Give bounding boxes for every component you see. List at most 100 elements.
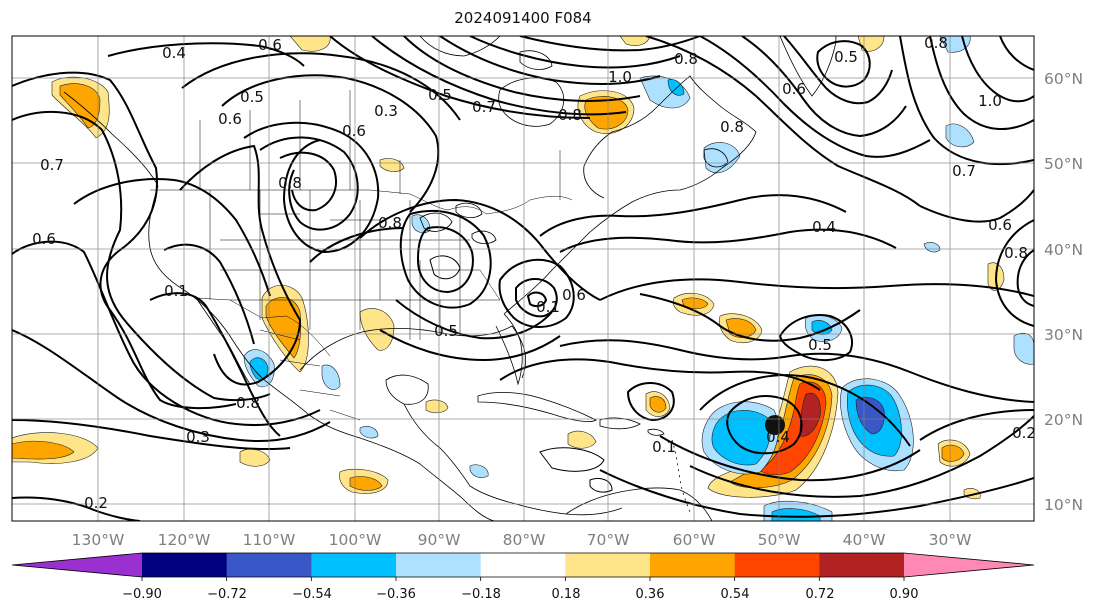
arctic-islands <box>419 36 553 70</box>
contour-line <box>639 293 861 342</box>
colorbar-tick-label: 0.90 <box>890 587 919 602</box>
contour-line <box>919 189 1034 223</box>
contour-line <box>12 111 271 402</box>
contour-line <box>783 36 893 105</box>
contour-label: 0.4 <box>162 44 186 62</box>
contour-line <box>221 74 440 213</box>
shade-patch <box>12 440 75 460</box>
contour-label: 0.7 <box>952 162 976 180</box>
longitude-label: 40°W <box>843 531 886 549</box>
contour-label: 0.6 <box>258 36 282 54</box>
contour-line <box>371 36 627 116</box>
contour-line <box>243 121 380 254</box>
contour-label: 0.3 <box>186 428 210 446</box>
contour-label: 0.5 <box>834 48 858 66</box>
contour-label: 0.6 <box>32 230 56 248</box>
contour-line <box>395 299 553 340</box>
contour-line <box>498 258 575 328</box>
contour-label: 0.1 <box>164 282 188 300</box>
contour-line <box>626 382 675 422</box>
contour-line <box>741 36 907 138</box>
south-america <box>565 487 713 521</box>
shade-patch <box>857 36 885 52</box>
contour-line <box>1016 249 1034 307</box>
contour-line <box>163 243 255 345</box>
colorbar-extend-high <box>904 553 1034 577</box>
contour-line <box>416 226 474 294</box>
contour-label: 0.1 <box>652 438 676 456</box>
shade-patch <box>771 508 821 521</box>
contour-label: 0.5 <box>808 336 832 354</box>
contour-line <box>689 415 1034 498</box>
colorbar-segment <box>142 553 228 577</box>
latitude-label: 20°N <box>1044 411 1083 429</box>
canada-provinces <box>199 90 561 200</box>
longitude-label: 120°W <box>158 531 211 549</box>
shade-patch <box>923 242 941 253</box>
colorbar-segment <box>819 553 905 577</box>
contour-line <box>179 144 302 386</box>
contour-line <box>12 71 237 410</box>
shade-patch <box>239 448 271 467</box>
contour-line <box>645 36 921 207</box>
colorbar-tick-label: 0.18 <box>552 587 581 602</box>
florida <box>495 313 523 386</box>
labrador <box>583 131 613 199</box>
latitude-label: 30°N <box>1044 326 1083 344</box>
colorbar-tick-labels: −0.90 −0.72 −0.54 −0.36 −0.18 0.18 0.36 … <box>122 587 918 602</box>
contour-label: 0.7 <box>472 98 496 116</box>
shade-patch <box>379 158 405 172</box>
longitude-label: 30°W <box>929 531 972 549</box>
contour-label: 0.1 <box>536 298 560 316</box>
longitude-label: 110°W <box>243 531 296 549</box>
contour-label: 0.6 <box>218 110 242 128</box>
contour-line <box>519 36 701 52</box>
longitude-label: 100°W <box>329 531 382 549</box>
contour-line <box>499 358 821 391</box>
shade-patch <box>265 297 302 359</box>
contour-line <box>149 292 281 437</box>
shade-patch <box>425 399 449 414</box>
colorbar-tick-label: 0.54 <box>721 587 750 602</box>
contour-line <box>999 36 1034 71</box>
shade-patch <box>667 79 685 96</box>
contour-label: 1.0 <box>978 92 1002 110</box>
contour-line <box>12 496 141 521</box>
contour-line <box>559 339 1034 403</box>
map-plot-area: 0.4 0.6 0.5 0.6 0.3 0.6 0.5 0.7 0.8 0.8 … <box>12 36 1034 521</box>
contour-line <box>778 314 853 362</box>
contour-label: 0.5 <box>434 322 458 340</box>
shade-patch <box>567 430 597 449</box>
shade-patch <box>649 396 667 413</box>
contour-label: 0.5 <box>240 88 264 106</box>
longitude-label: 90°W <box>418 531 461 549</box>
contour-line <box>919 409 1034 441</box>
contour-line <box>994 219 1034 327</box>
longitude-label: 130°W <box>72 531 125 549</box>
shade-patch <box>349 476 383 491</box>
contour-line <box>559 228 897 253</box>
shade-patch <box>619 36 651 46</box>
colorbar-tick-label: 0.72 <box>806 587 835 602</box>
contour-label: 0.8 <box>378 214 402 232</box>
contour-label: 0.8 <box>236 394 260 412</box>
contour-label: 0.6 <box>988 216 1012 234</box>
colorbar-segment <box>226 553 312 577</box>
contour-label: 0.8 <box>1004 244 1028 262</box>
colorbar-tick-label: −0.54 <box>292 587 332 602</box>
contour-label: 0.8 <box>674 50 698 68</box>
tropical-cyclone-marker <box>765 415 785 435</box>
latitude-label: 50°N <box>1044 155 1083 173</box>
colorbar-segments <box>12 553 1034 577</box>
colorbar: −0.90 −0.72 −0.54 −0.36 −0.18 0.18 0.36 … <box>11 552 1035 602</box>
latitude-label: 10°N <box>1044 496 1083 514</box>
shade-patch <box>321 364 341 390</box>
puerto-rico <box>647 428 665 436</box>
contour-label: 0.4 <box>766 428 790 446</box>
colorbar-tick-label: 0.36 <box>636 587 665 602</box>
contour-line <box>699 374 911 447</box>
contour-line <box>539 194 847 237</box>
shade-patch <box>799 392 821 437</box>
latitude-labels: 60°N 50°N 40°N 30°N 20°N 10°N <box>1044 70 1083 514</box>
